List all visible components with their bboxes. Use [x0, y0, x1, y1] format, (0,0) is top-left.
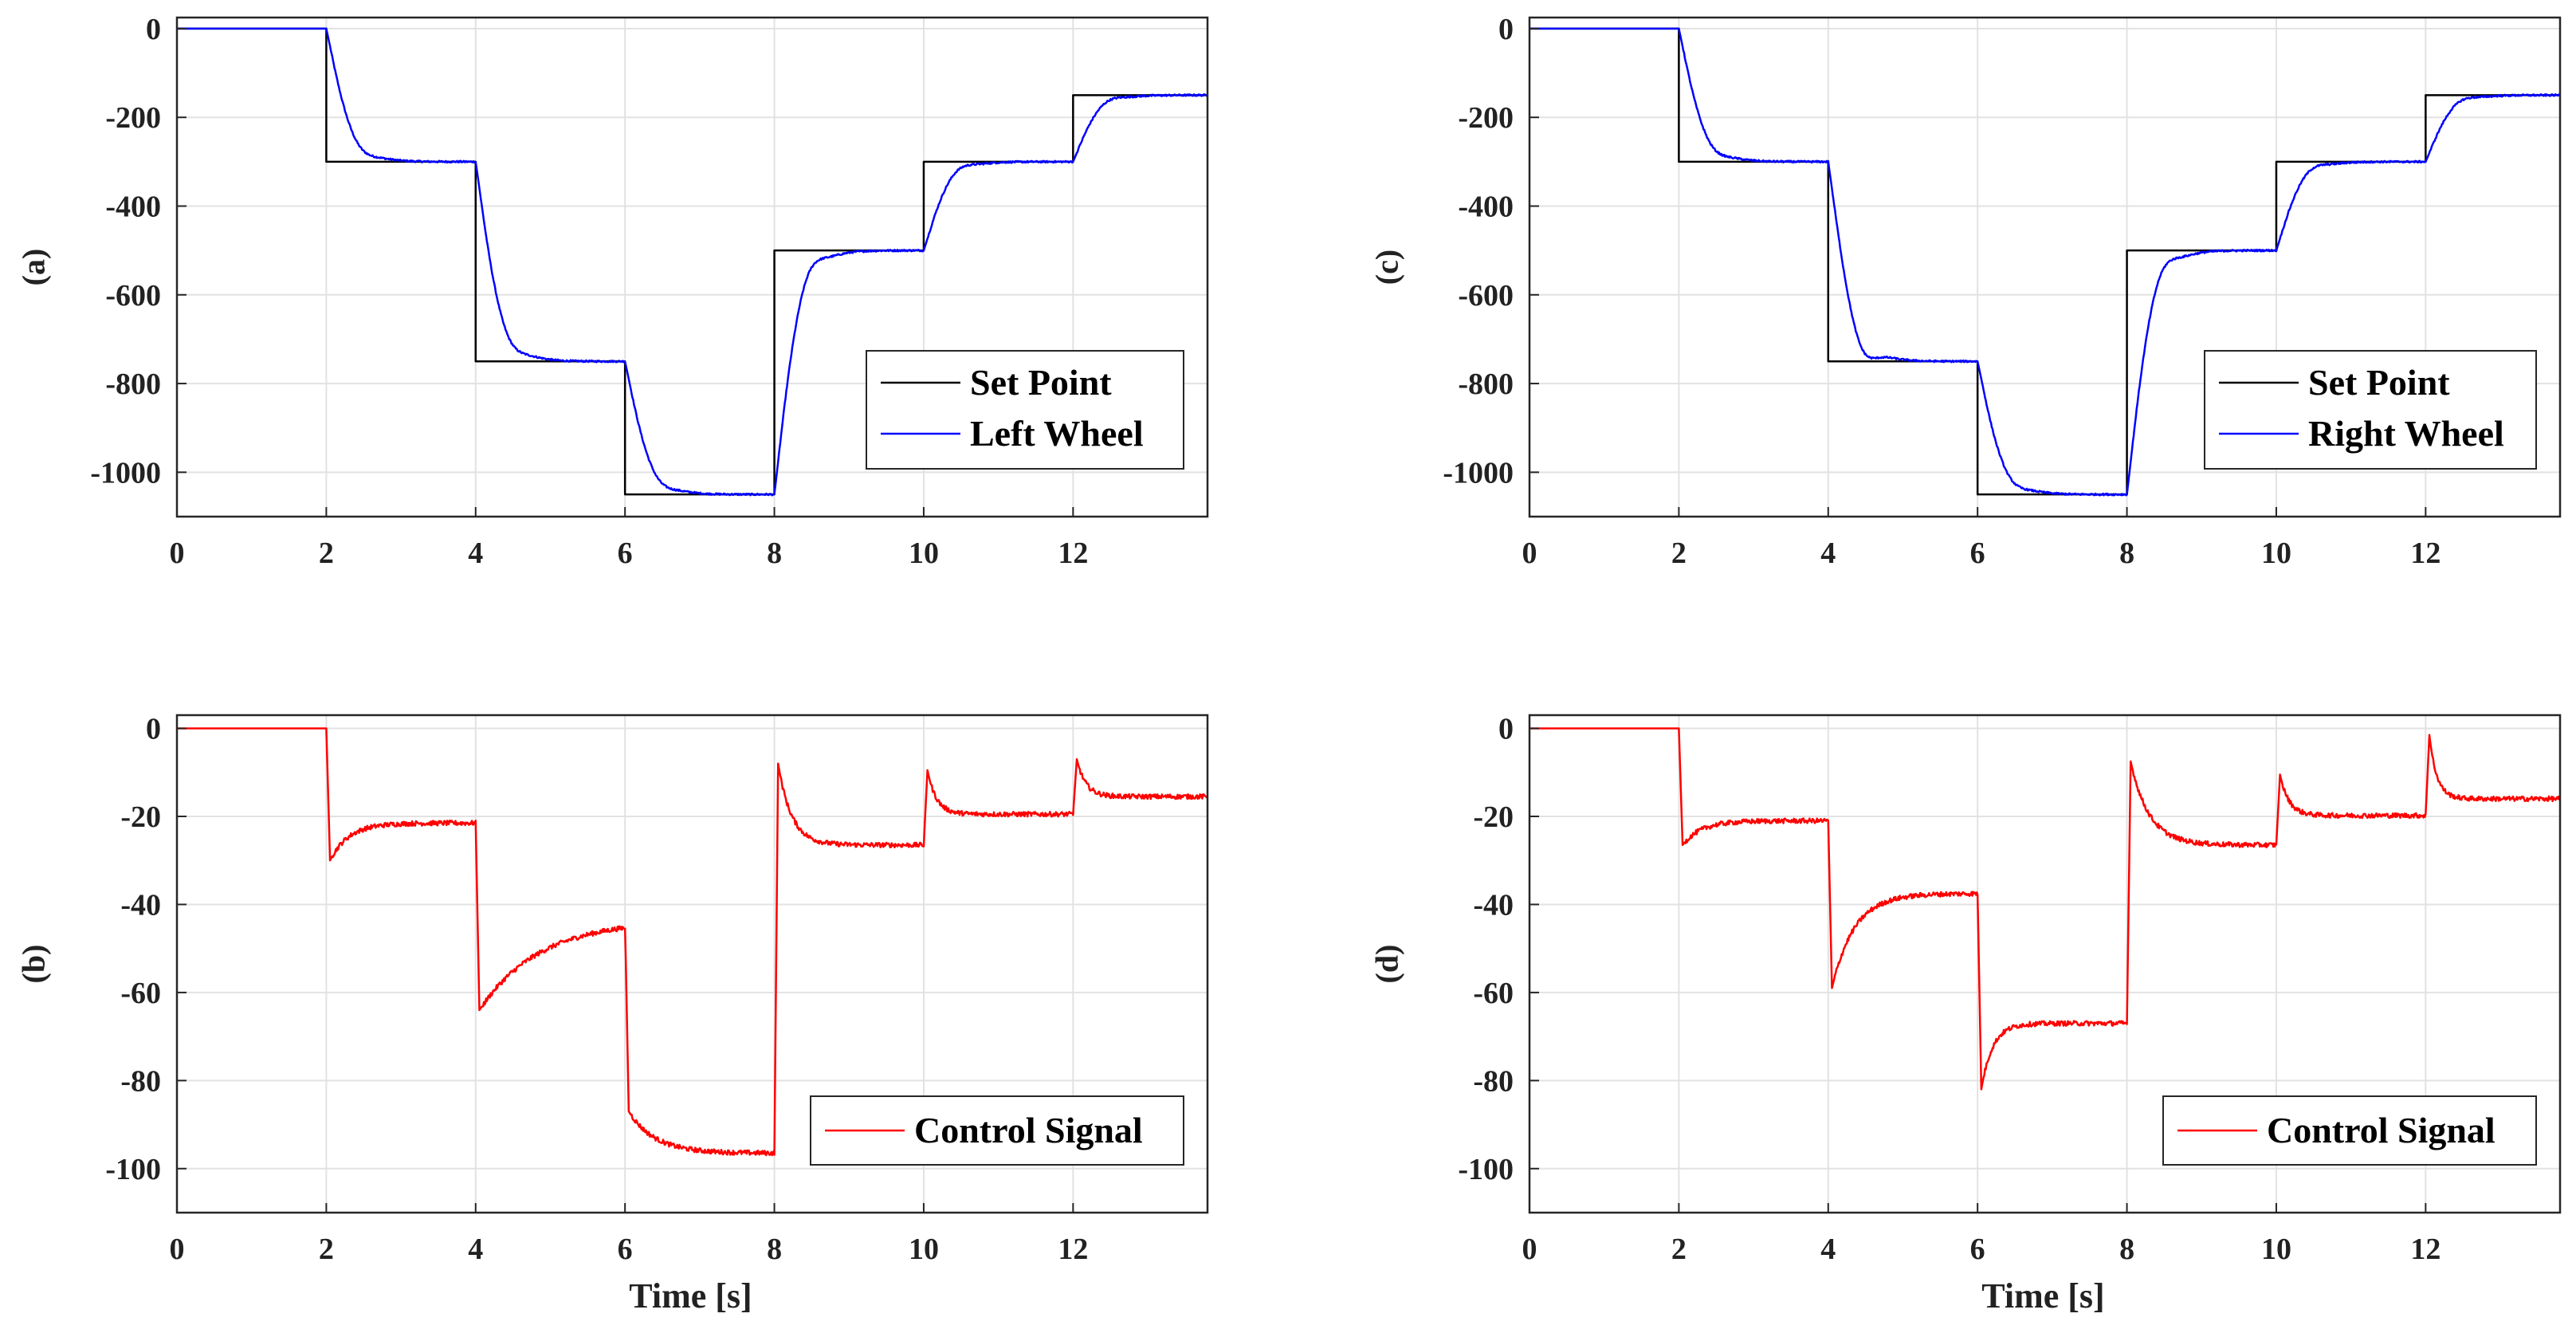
y-tick-label: -80: [120, 1064, 161, 1098]
x-axis-label: Time [s]: [1981, 1276, 2104, 1315]
panel-label: (b): [16, 945, 52, 984]
x-tick-label: 6: [1970, 1233, 1985, 1266]
legend: Control Signal: [810, 1095, 1184, 1166]
y-tick-label: -400: [105, 190, 161, 223]
legend-entry: Control Signal: [2267, 1110, 2496, 1150]
x-tick-label: 12: [1058, 537, 1088, 570]
y-tick-label: -20: [1473, 800, 1514, 834]
legend: Control Signal: [2162, 1095, 2537, 1166]
y-tick-label: 0: [1498, 713, 1514, 746]
y-tick-label: -40: [120, 888, 161, 922]
axes-box: [175, 714, 1209, 1214]
x-tick-label: 0: [170, 1233, 185, 1266]
panel-label: (c): [1369, 250, 1405, 285]
x-tick-label: 8: [2119, 537, 2134, 570]
y-tick-label: -20: [120, 800, 161, 834]
panel-label: (d): [1369, 945, 1405, 984]
x-tick-label: 0: [1522, 1233, 1537, 1266]
x-tick-label: 0: [170, 537, 185, 570]
x-tick-label: 2: [319, 1233, 334, 1266]
y-tick-label: 0: [146, 13, 161, 46]
legend-entry: Set Point: [2308, 362, 2450, 403]
legend-box: [2204, 350, 2537, 470]
chart-panel-c: 0 2 4 6 8 10 12 0 -200 -400 -600 -800 -1000 (c) Set Po…: [1369, 13, 2562, 570]
y-tick-label: -800: [105, 368, 161, 401]
legend: Set Point Right Wheel: [2204, 350, 2537, 470]
y-tick-label: -200: [1458, 101, 1514, 135]
x-tick-label: 4: [1820, 537, 1836, 570]
y-tick-label: -80: [1473, 1064, 1514, 1098]
panel-label: (a): [16, 249, 52, 286]
y-tick-label: -200: [105, 101, 161, 135]
legend-box: [866, 350, 1184, 470]
x-tick-label: 12: [1058, 1233, 1088, 1266]
axes-box: [1528, 16, 2562, 518]
y-tick-label: -600: [105, 279, 161, 313]
x-tick-label: 10: [909, 537, 939, 570]
series-line-right-wheel: [1530, 27, 2560, 497]
x-tick-label: 2: [1671, 537, 1687, 570]
y-tick-label: -800: [1458, 368, 1514, 401]
y-tick-label: -40: [1473, 888, 1514, 922]
x-tick-label: 2: [1671, 1233, 1687, 1266]
legend-entry: Set Point: [970, 362, 1112, 403]
x-tick-label: 8: [2119, 1233, 2134, 1266]
y-tick-label: -600: [1458, 279, 1514, 313]
chart-panel-b: 0 2 4 6 8 10 12 0 -20 -40 -60 -80 -100 (b) Time [s] Con…: [16, 713, 1209, 1315]
x-tick-label: 8: [767, 1233, 782, 1266]
axes-box: [175, 16, 1209, 518]
chart-panel-d: 0 2 4 6 8 10 12 0 -20 -40 -60 -80 -100 (d) Time [s] Con…: [1369, 713, 2562, 1315]
x-tick-label: 4: [468, 537, 483, 570]
axes-box: [1528, 714, 2562, 1214]
x-tick-label: 10: [909, 1233, 939, 1266]
y-tick-label: -1000: [1443, 456, 1514, 490]
x-tick-label: 12: [2410, 537, 2441, 570]
x-tick-label: 6: [618, 1233, 633, 1266]
plot-lines: [177, 27, 1208, 497]
legend-entry: Control Signal: [914, 1110, 1143, 1150]
x-tick-label: 2: [319, 537, 334, 570]
series-line-left-wheel: [177, 27, 1208, 497]
y-tick-label: 0: [1498, 13, 1514, 46]
y-tick-label: -400: [1458, 190, 1514, 223]
x-tick-label: 6: [618, 537, 633, 570]
x-tick-label: 4: [1820, 1233, 1836, 1266]
legend-entry: Left Wheel: [970, 413, 1144, 454]
y-tick-label: -1000: [90, 456, 161, 490]
x-tick-label: 10: [2261, 1233, 2291, 1266]
x-tick-label: 8: [767, 537, 782, 570]
y-tick-label: -100: [105, 1153, 161, 1186]
y-tick-label: -60: [1473, 977, 1514, 1010]
series-line-control-signal: [177, 727, 1208, 1157]
x-tick-label: 0: [1522, 537, 1537, 570]
y-tick-label: -100: [1458, 1153, 1514, 1186]
x-tick-label: 4: [468, 1233, 483, 1266]
plot-lines: [1530, 727, 2560, 1091]
x-tick-label: 12: [2410, 1233, 2441, 1266]
y-tick-label: -60: [120, 977, 161, 1010]
legend: Set Point Left Wheel: [866, 350, 1184, 470]
plot-lines: [1530, 27, 2560, 497]
x-tick-label: 10: [2261, 537, 2291, 570]
y-tick-label: 0: [146, 713, 161, 746]
x-axis-label: Time [s]: [629, 1276, 752, 1315]
legend-entry: Right Wheel: [2308, 413, 2504, 454]
chart-panel-a: 0 2 4 6 8 10 12 0 -200 -400 -600 -800 -1000 (a) Set Po…: [16, 13, 1209, 570]
plot-lines: [177, 727, 1208, 1157]
series-line-control-signal: [1530, 727, 2560, 1091]
x-tick-label: 6: [1970, 537, 1985, 570]
